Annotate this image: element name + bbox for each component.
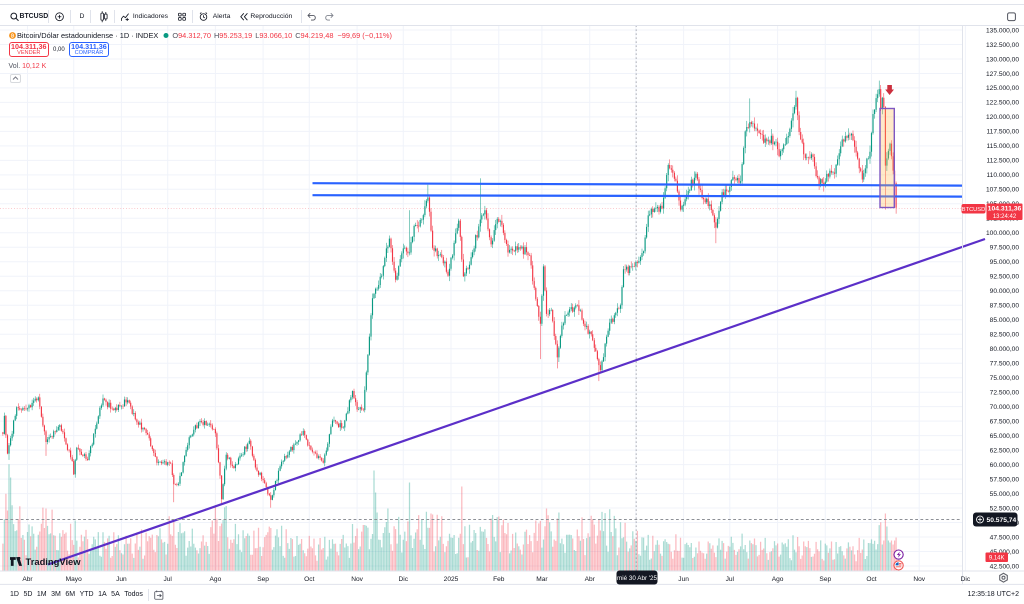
svg-text:Ago: Ago bbox=[772, 576, 784, 583]
svg-text:132.500,00: 132.500,00 bbox=[986, 42, 1019, 49]
svg-text:mié 30 Abr '25: mié 30 Abr '25 bbox=[617, 575, 658, 582]
svg-text:Sep: Sep bbox=[819, 576, 831, 583]
svg-text:82.500,00: 82.500,00 bbox=[990, 332, 1020, 339]
svg-text:BTCUSD: BTCUSD bbox=[962, 207, 985, 213]
svg-text:70.000,00: 70.000,00 bbox=[990, 404, 1020, 411]
svg-text:2025: 2025 bbox=[444, 576, 459, 583]
svg-text:95.000,00: 95.000,00 bbox=[990, 259, 1020, 266]
svg-text:117.500,00: 117.500,00 bbox=[986, 129, 1019, 136]
svg-text:90.000,00: 90.000,00 bbox=[990, 288, 1020, 295]
svg-text:Feb: Feb bbox=[493, 576, 505, 583]
svg-text:115.000,00: 115.000,00 bbox=[986, 143, 1019, 150]
svg-text:Oct: Oct bbox=[304, 576, 314, 583]
svg-text:Dic: Dic bbox=[961, 576, 971, 583]
svg-text:107.500,00: 107.500,00 bbox=[986, 187, 1019, 194]
svg-text:Ago: Ago bbox=[210, 576, 222, 583]
svg-text:Jul: Jul bbox=[163, 576, 172, 583]
svg-text:92.500,00: 92.500,00 bbox=[990, 274, 1020, 281]
svg-text:112.500,00: 112.500,00 bbox=[986, 158, 1019, 165]
svg-text:75.000,00: 75.000,00 bbox=[990, 375, 1020, 382]
svg-text:47.500,00: 47.500,00 bbox=[990, 534, 1020, 541]
svg-text:87.500,00: 87.500,00 bbox=[990, 303, 1020, 310]
svg-text:Jul: Jul bbox=[726, 576, 735, 583]
svg-text:72.500,00: 72.500,00 bbox=[990, 390, 1020, 397]
svg-text:125.000,00: 125.000,00 bbox=[986, 85, 1019, 92]
svg-text:77.500,00: 77.500,00 bbox=[990, 361, 1020, 368]
svg-text:110.000,00: 110.000,00 bbox=[986, 172, 1019, 179]
svg-text:Nov: Nov bbox=[913, 576, 925, 583]
svg-text:42.500,00: 42.500,00 bbox=[990, 563, 1020, 570]
svg-text:135.000,00: 135.000,00 bbox=[986, 27, 1019, 34]
svg-text:Jun: Jun bbox=[116, 576, 127, 583]
svg-text:122.500,00: 122.500,00 bbox=[986, 100, 1019, 107]
svg-text:100.000,00: 100.000,00 bbox=[986, 230, 1019, 237]
svg-text:Mayo: Mayo bbox=[66, 576, 82, 583]
svg-text:Abr: Abr bbox=[585, 576, 596, 583]
svg-text:130.000,00: 130.000,00 bbox=[986, 56, 1019, 63]
svg-text:Oct: Oct bbox=[866, 576, 876, 583]
svg-text:Jun: Jun bbox=[678, 576, 689, 583]
svg-text:65.000,00: 65.000,00 bbox=[990, 433, 1020, 440]
svg-text:55.000,00: 55.000,00 bbox=[990, 491, 1020, 498]
svg-text:57.500,00: 57.500,00 bbox=[990, 476, 1020, 483]
svg-text:45.000,00: 45.000,00 bbox=[990, 549, 1020, 556]
svg-text:62.500,00: 62.500,00 bbox=[990, 447, 1020, 454]
svg-text:127.500,00: 127.500,00 bbox=[986, 71, 1019, 78]
svg-text:Abr: Abr bbox=[22, 576, 33, 583]
svg-text:Sep: Sep bbox=[257, 576, 269, 583]
svg-text:97.500,00: 97.500,00 bbox=[990, 245, 1020, 252]
svg-text:67.500,00: 67.500,00 bbox=[990, 418, 1020, 425]
svg-text:9,14K: 9,14K bbox=[989, 556, 1005, 562]
svg-text:Mar: Mar bbox=[536, 576, 548, 583]
svg-text:80.000,00: 80.000,00 bbox=[990, 346, 1020, 353]
svg-text:Nov: Nov bbox=[351, 576, 363, 583]
svg-text:50.575,74: 50.575,74 bbox=[987, 517, 1017, 524]
svg-text:52.500,00: 52.500,00 bbox=[990, 505, 1020, 512]
svg-text:120.000,00: 120.000,00 bbox=[986, 114, 1019, 121]
svg-text:85.000,00: 85.000,00 bbox=[990, 317, 1020, 324]
svg-text:Dic: Dic bbox=[399, 576, 409, 583]
svg-text:13:24:42: 13:24:42 bbox=[993, 214, 1017, 220]
svg-text:104.311,36: 104.311,36 bbox=[988, 206, 1022, 213]
svg-text:60.000,00: 60.000,00 bbox=[990, 462, 1020, 469]
